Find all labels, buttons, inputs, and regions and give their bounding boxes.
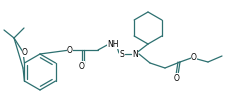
Text: NH: NH: [107, 40, 119, 48]
Text: O: O: [22, 47, 28, 56]
Text: O: O: [79, 61, 85, 70]
Text: O: O: [67, 45, 73, 55]
Text: S: S: [120, 50, 124, 58]
Text: O: O: [191, 53, 197, 61]
Text: O: O: [174, 73, 180, 83]
Text: N: N: [132, 50, 138, 58]
